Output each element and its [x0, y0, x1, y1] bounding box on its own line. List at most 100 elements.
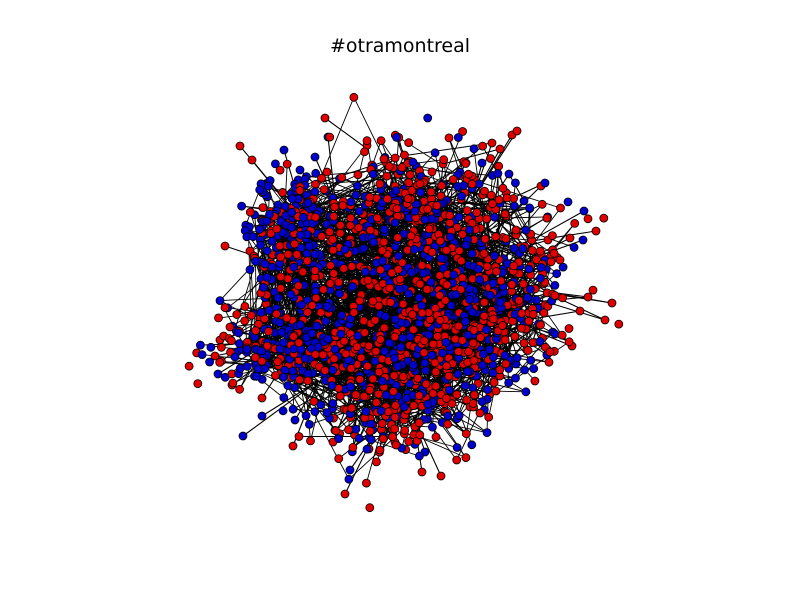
graph-node-blue	[511, 178, 520, 188]
graph-node-blue	[312, 321, 322, 331]
graph-node-red	[266, 228, 276, 238]
graph-node-blue	[366, 435, 376, 445]
graph-node-blue	[510, 201, 519, 211]
graph-node-red	[457, 229, 467, 239]
graph-node-red	[519, 279, 528, 289]
graph-node-red	[377, 246, 387, 256]
graph-node-blue	[340, 245, 350, 254]
graph-node-red	[406, 231, 416, 241]
graph-node-blue	[416, 187, 426, 197]
graph-node-red	[467, 179, 477, 189]
graph-node-blue	[454, 411, 464, 420]
graph-node-red	[257, 393, 267, 403]
graph-node-red	[545, 347, 555, 357]
graph-node-blue	[238, 431, 248, 441]
graph-node-red	[417, 308, 427, 318]
graph-node-red	[512, 126, 522, 136]
graph-node-blue	[262, 246, 272, 256]
graph-node-blue	[303, 198, 313, 208]
graph-node-red	[294, 432, 304, 441]
graph-edge	[324, 117, 365, 148]
graph-node-red	[404, 178, 414, 188]
graph-node-blue	[536, 273, 545, 283]
graph-node-red	[537, 199, 547, 209]
graph-node-red	[339, 264, 349, 273]
graph-node-red	[275, 165, 285, 175]
graph-node-red	[514, 295, 524, 305]
graph-node-red	[495, 144, 505, 154]
graph-node-red	[276, 272, 286, 282]
graph-node-red	[379, 323, 389, 333]
graph-node-red	[528, 309, 538, 319]
graph-node-red	[469, 390, 479, 400]
graph-node-red	[341, 349, 351, 359]
graph-node-red	[510, 332, 520, 341]
graph-node-blue	[354, 206, 364, 216]
graph-node-red	[359, 391, 369, 401]
graph-node-blue	[311, 168, 321, 178]
graph-node-red	[377, 419, 387, 429]
graph-node-red	[542, 213, 552, 223]
graph-node-blue	[443, 411, 453, 421]
graph-node-red	[501, 234, 511, 244]
graph-node-blue	[493, 169, 503, 178]
graph-node-red	[500, 209, 510, 219]
graph-node-blue	[398, 333, 408, 343]
graph-node-red	[360, 147, 369, 157]
graph-node-red	[393, 264, 403, 274]
graph-node-blue	[195, 340, 205, 350]
graph-node-red	[523, 346, 533, 355]
graph-node-blue	[288, 366, 298, 376]
graph-node-red	[565, 233, 575, 243]
nodes-layer	[184, 92, 624, 513]
graph-node-blue	[446, 300, 456, 310]
graph-node-red	[250, 352, 260, 362]
graph-node-blue	[441, 337, 451, 347]
graph-node-blue	[330, 344, 340, 354]
graph-node-blue	[535, 336, 545, 346]
graph-edge	[261, 380, 319, 417]
graph-node-red	[365, 426, 375, 436]
graph-node-blue	[404, 289, 414, 299]
graph-node-red	[336, 220, 345, 230]
graph-node-red	[388, 386, 398, 396]
graph-node-red	[347, 403, 357, 413]
graph-edge	[432, 426, 458, 461]
graph-node-blue	[275, 318, 285, 328]
graph-node-blue	[279, 338, 289, 347]
graph-node-blue	[251, 256, 260, 266]
graph-node-blue	[264, 305, 274, 315]
graph-node-red	[276, 283, 286, 293]
graph-node-red	[428, 339, 438, 349]
graph-node-red	[555, 255, 565, 265]
graph-node-blue	[369, 237, 379, 247]
graph-node-red	[487, 199, 497, 209]
graph-node-blue	[384, 338, 394, 348]
graph-node-blue	[255, 224, 264, 234]
graph-node-blue	[410, 206, 420, 216]
graph-node-blue	[461, 317, 470, 326]
graph-node-red	[310, 212, 320, 222]
graph-node-blue	[362, 444, 372, 454]
graph-node-red	[475, 333, 485, 343]
graph-node-red	[379, 237, 389, 247]
graph-edge	[495, 236, 541, 342]
graph-node-red	[220, 303, 230, 313]
graph-node-red	[257, 356, 267, 366]
graph-node-red	[454, 246, 464, 256]
graph-edge	[477, 213, 506, 237]
graph-node-red	[295, 375, 304, 385]
graph-node-red	[448, 175, 458, 184]
graph-node-red	[461, 453, 471, 463]
graph-edge	[327, 136, 337, 204]
graph-node-red	[452, 455, 462, 465]
graph-edge	[338, 282, 398, 350]
graph-node-red	[365, 385, 375, 395]
graph-node-blue	[495, 297, 505, 307]
graph-node-red	[371, 457, 381, 467]
graph-node-blue	[536, 262, 546, 272]
graph-node-red	[329, 354, 339, 364]
graph-node-red	[431, 381, 441, 391]
graph-node-blue	[297, 300, 306, 310]
graph-node-red	[588, 285, 598, 295]
